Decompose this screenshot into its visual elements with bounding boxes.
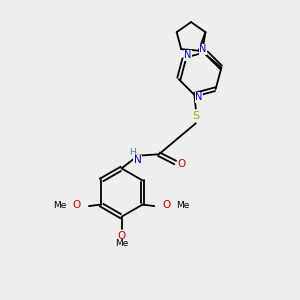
Text: O: O: [118, 231, 126, 241]
Text: N: N: [200, 44, 207, 55]
Text: Me: Me: [53, 201, 67, 210]
Text: H: H: [129, 148, 136, 157]
Text: O: O: [72, 200, 80, 211]
Text: O: O: [163, 200, 171, 211]
Text: O: O: [178, 159, 186, 169]
Text: Me: Me: [115, 239, 128, 248]
Text: Me: Me: [176, 201, 190, 210]
Text: N: N: [134, 155, 142, 165]
Text: N: N: [195, 92, 202, 102]
Text: N: N: [184, 50, 192, 61]
Text: S: S: [192, 111, 200, 121]
